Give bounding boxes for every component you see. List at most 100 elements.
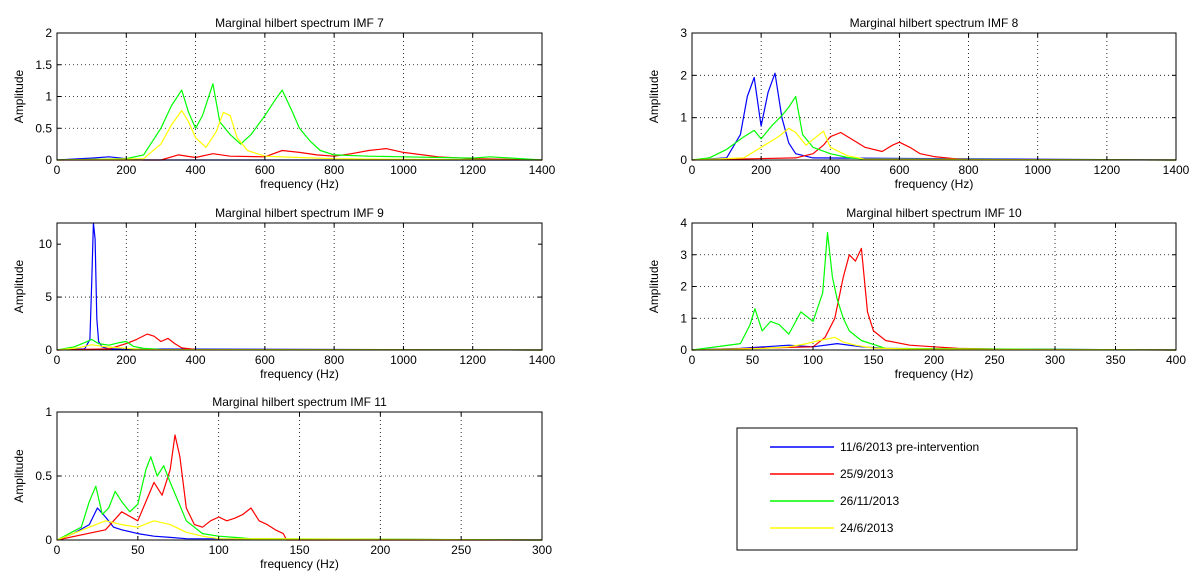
x-tick-label: 600 [255,353,275,367]
x-tick-label: 50 [131,543,145,557]
x-tick-label: 600 [889,163,909,177]
x-tick-label: 800 [324,163,344,177]
series-line-2 [692,247,1176,351]
x-tick-label: 0 [689,353,696,367]
chart-title: Marginal hilbert spectrum IMF 8 [850,16,1019,30]
y-tick-label: 1.5 [35,58,52,72]
series-line-3 [57,83,542,161]
x-tick-label: 1200 [459,163,486,177]
subplot-imf-9: 0 200 400 600 800 1000 1200 1400 0 5 10 Marginal hi… [12,206,556,381]
y-axis-label: Amplitude [647,70,661,124]
y-tick-label: 0.5 [35,121,52,135]
x-tick-label: 1400 [529,163,556,177]
x-tick-label: 600 [255,163,275,177]
x-tick-label: 400 [186,353,206,367]
axes-frame [691,32,1177,161]
subplot-imf-10: 0 50 100 150 200 250 300 350 400 0 1 2 3 4 Marginal hi… [647,206,1186,381]
series-line-4 [57,520,542,541]
series-line-3 [57,338,542,351]
x-tick-label: 250 [984,353,1004,367]
legend-box [736,427,1078,551]
y-tick-label: 2 [680,280,687,294]
x-tick-label: 0 [689,163,696,177]
y-tick-label: 5 [45,290,52,304]
y-tick-label: 2 [680,68,687,82]
legend-label: 25/9/2013 [840,467,894,481]
y-tick-label: 10 [39,237,53,251]
y-tick-label: 1 [680,111,687,125]
y-axis-label: Amplitude [12,449,26,503]
x-tick-label: 800 [959,163,979,177]
plot-area [57,223,542,350]
x-tick-label: 300 [1045,353,1065,367]
y-axis-label: Amplitude [12,260,26,314]
x-axis-label: frequency (Hz) [895,367,974,381]
x-tick-label: 300 [532,543,552,557]
x-axis-label: frequency (Hz) [895,177,974,191]
x-axis-label: frequency (Hz) [260,557,339,571]
y-tick-label: 0 [680,343,687,357]
legend-label: 24/6/2013 [840,521,894,535]
series-line-4 [57,109,542,161]
axes-frame [56,222,543,351]
subplots: 0 200 400 600 800 1000 1200 140000.511.52Margin… [12,16,1190,571]
x-tick-label: 200 [370,543,390,557]
series-line-2 [57,434,542,541]
x-tick-label: 400 [820,163,840,177]
x-tick-label: 400 [186,163,206,177]
y-tick-label: 1 [45,90,52,104]
y-tick-label: 1 [45,405,52,419]
series-line-4 [57,344,542,351]
x-tick-label: 1000 [390,163,417,177]
x-tick-label: 200 [116,353,136,367]
x-tick-label: 150 [863,353,883,367]
x-tick-label: 1400 [529,353,556,367]
series-line-4 [692,336,1176,351]
series-line-2 [57,333,542,351]
chart-title: Marginal hilbert spectrum IMF 10 [846,206,1022,220]
x-tick-label: 200 [116,163,136,177]
x-tick-label: 1400 [1163,163,1190,177]
y-axis-label: Amplitude [647,260,661,314]
x-tick-label: 800 [324,353,344,367]
plot-area [692,33,1176,160]
x-tick-label: 200 [924,353,944,367]
y-tick-label: 4 [680,216,687,230]
series-line-1 [57,507,542,541]
x-tick-label: 50 [746,353,760,367]
x-tick-label: 0 [54,543,61,557]
x-tick-label: 1200 [1094,163,1121,177]
series-line-3 [692,231,1176,351]
series-line-3 [57,456,542,541]
series-line-3 [692,95,1176,161]
series-line-1 [57,222,542,351]
y-tick-label: 1 [680,311,687,325]
y-tick-label: 0 [45,343,52,357]
legend: 11/6/2013 pre-intervention 25/9/2013 26/11… [736,427,1078,551]
y-axis-label: Amplitude [12,70,26,124]
y-tick-label: 3 [680,26,687,40]
x-tick-label: 350 [1105,353,1125,367]
x-tick-label: 0 [54,163,61,177]
x-tick-label: 250 [451,543,471,557]
series-group [57,222,542,351]
y-tick-label: 2 [45,26,52,40]
chart-title: Marginal hilbert spectrum IMF 7 [215,16,384,30]
x-tick-label: 100 [803,353,823,367]
x-tick-label: 1200 [459,353,486,367]
x-axis-label: frequency (Hz) [260,367,339,381]
chart-title: Marginal hilbert spectrum IMF 11 [212,395,387,409]
subplot-imf-11: 0 50 100 150 200 250 300 0 0.5 1 Marginal hilbert … [12,395,552,571]
x-tick-label: 1000 [390,353,417,367]
series-line-1 [692,72,1176,161]
x-tick-label: 100 [209,543,229,557]
x-axis-label: frequency (Hz) [260,177,339,191]
legend-label: 26/11/2013 [840,494,899,508]
series-group [692,72,1176,161]
subplot-imf-7: 0 200 400 600 800 1000 1200 1400 0 0.5 1 1.5 2 Margin… [12,16,556,191]
x-tick-label: 200 [751,163,771,177]
series-line-4 [692,127,1176,161]
chart-title: Marginal hilbert spectrum IMF 9 [215,206,384,220]
x-tick-label: 150 [289,543,309,557]
